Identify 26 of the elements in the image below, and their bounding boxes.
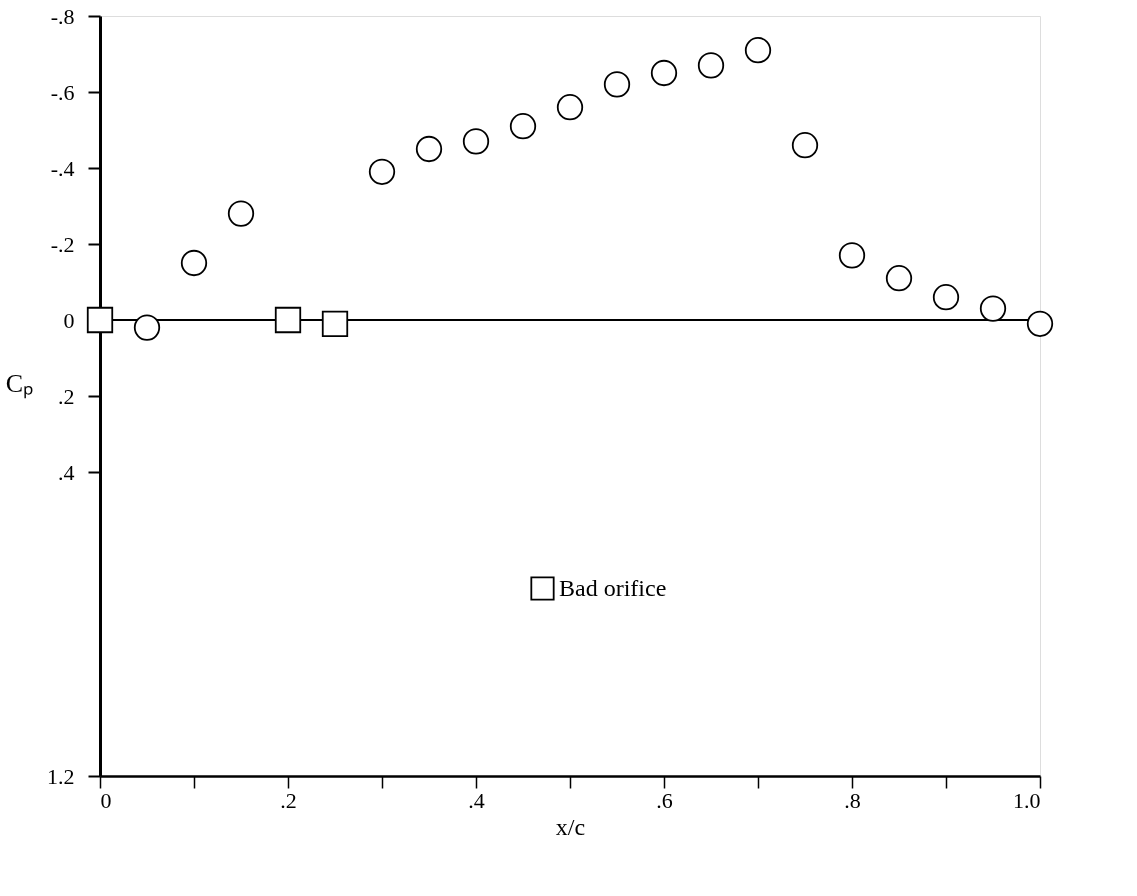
point (697, 52, 725, 79)
point (274, 306, 302, 334)
y-tick-label: .2 (58, 383, 75, 409)
y-axis-title: Cₚ (5, 368, 33, 399)
y-tick-label: -.8 (50, 3, 75, 29)
y-tick-label: -.4 (50, 155, 75, 181)
x-tick-label: .8 (844, 787, 861, 813)
y-tick-label: 1.2 (47, 763, 75, 789)
x-tick-label: .2 (280, 787, 297, 813)
point (321, 310, 349, 337)
point (462, 128, 490, 155)
y-tick-label: -.6 (50, 79, 75, 105)
y-tick-label: .4 (58, 459, 75, 485)
point (838, 242, 866, 269)
point (86, 306, 114, 334)
point (603, 71, 631, 98)
y-tick-label: -.2 (50, 231, 75, 257)
y-tick-label: 0 (63, 307, 75, 333)
x-tick-label: .4 (468, 787, 485, 813)
point (1026, 310, 1054, 337)
point (133, 314, 161, 341)
x-tick-label: .6 (656, 787, 673, 813)
x-tick-label: 0 (100, 787, 112, 813)
x-tick-label: 1.0 (1013, 787, 1041, 813)
x-axis-title: x/c (555, 813, 586, 840)
legend-label: Bad orifice (559, 574, 667, 601)
